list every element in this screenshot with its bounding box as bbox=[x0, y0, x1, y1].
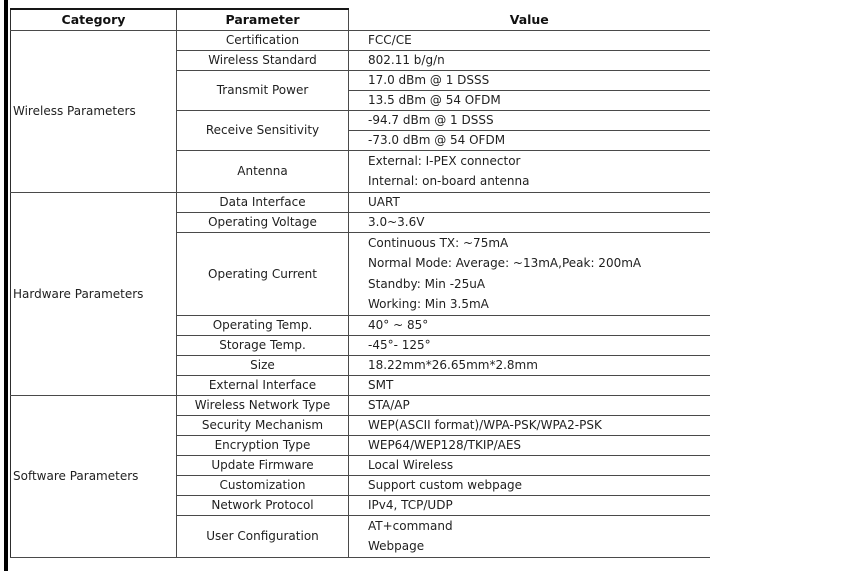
parameter-cell: Operating Voltage bbox=[176, 212, 349, 233]
value-cell: UART bbox=[348, 192, 710, 213]
column-header-category: Category bbox=[10, 8, 177, 31]
value-cell: WEP64/WEP128/TKIP/AES bbox=[348, 435, 710, 456]
parameter-cell: Security Mechanism bbox=[176, 415, 349, 436]
parameter-cell: Antenna bbox=[176, 150, 349, 193]
value-cell: Support custom webpage bbox=[348, 475, 710, 496]
table-row: Transmit Power 17.0 dBm @ 1 DSSS bbox=[11, 70, 710, 111]
table-row: Security Mechanism WEP(ASCII format)/WPA… bbox=[11, 415, 710, 436]
value-cell: IPv4, TCP/UDP bbox=[348, 495, 710, 516]
table-row: 13.5 dBm @ 54 OFDM bbox=[11, 90, 710, 111]
value-cell: Continuous TX: ~75mA Normal Mode: Averag… bbox=[348, 232, 710, 316]
value-line: Continuous TX: ~75mA bbox=[368, 235, 509, 250]
parameter-cell: Wireless Network Type bbox=[176, 395, 349, 416]
parameter-cell: Operating Temp. bbox=[176, 315, 349, 336]
table-row: Wireless Standard 802.11 b/g/n bbox=[11, 50, 710, 71]
table-row: Operating Current Continuous TX: ~75mA N… bbox=[11, 232, 710, 316]
category-cell: Hardware Parameters bbox=[10, 192, 177, 396]
table-row: Operating Temp. 40° ~ 85° bbox=[11, 315, 710, 336]
table-row: Update Firmware Local Wireless bbox=[11, 455, 710, 476]
parameter-cell: User Configuration bbox=[176, 515, 349, 558]
parameter-cell: Receive Sensitivity bbox=[176, 110, 349, 151]
value-line: Standby: Min -25uA bbox=[368, 276, 486, 291]
value-line: Webpage bbox=[368, 539, 425, 553]
parameter-cell: Encryption Type bbox=[176, 435, 349, 456]
parameter-cell: Certification bbox=[176, 30, 349, 51]
parameter-cell: Operating Current bbox=[176, 232, 349, 316]
table-row: Operating Voltage 3.0~3.6V bbox=[11, 212, 710, 233]
value-line: Working: Min 3.5mA bbox=[368, 297, 489, 311]
table-row: Hardware Parameters Data Interface UART bbox=[10, 192, 710, 396]
value-line: External: I-PEX connector bbox=[368, 153, 521, 168]
spec-table: Category Parameter Value Wireless Parame… bbox=[10, 8, 710, 558]
table-row: Encryption Type WEP64/WEP128/TKIP/AES bbox=[11, 435, 710, 456]
parameter-cell: Size bbox=[176, 355, 349, 376]
value-line: Normal Mode: Average: ~13mA,Peak: 200mA bbox=[368, 256, 642, 270]
column-header-parameter: Parameter bbox=[176, 8, 349, 31]
parameter-cell: Customization bbox=[176, 475, 349, 496]
value-cell: WEP(ASCII format)/WPA-PSK/WPA2-PSK bbox=[348, 415, 710, 436]
table-row: Wireless Parameters Certification FCC/CE bbox=[10, 30, 710, 193]
value-cell: SMT bbox=[348, 375, 710, 396]
parameter-cell: External Interface bbox=[176, 375, 349, 396]
header-row: Category Parameter Value bbox=[10, 8, 710, 31]
value-cell: 18.22mm*26.65mm*2.8mm bbox=[348, 355, 710, 376]
value-cell: 3.0~3.6V bbox=[348, 212, 710, 233]
page-edge-bar bbox=[4, 0, 8, 571]
value-cell: -45°- 125° bbox=[348, 335, 710, 356]
value-cell: -94.7 dBm @ 1 DSSS bbox=[348, 110, 710, 131]
value-cell: AT+command Webpage bbox=[348, 515, 710, 558]
category-cell: Wireless Parameters bbox=[10, 30, 177, 193]
parameter-cell: Update Firmware bbox=[176, 455, 349, 476]
parameter-cell: Transmit Power bbox=[176, 70, 349, 111]
value-cell: 802.11 b/g/n bbox=[348, 50, 710, 71]
table-row: Software Parameters Wireless Network Typ… bbox=[10, 395, 710, 558]
table-row: Customization Support custom webpage bbox=[11, 475, 710, 496]
table-row: User Configuration AT+command Webpage bbox=[11, 515, 710, 558]
table-row: Receive Sensitivity -94.7 dBm @ 1 DSSS bbox=[11, 110, 710, 151]
column-header-value: Value bbox=[348, 9, 710, 31]
table-row: Storage Temp. -45°- 125° bbox=[11, 335, 710, 356]
value-cell: FCC/CE bbox=[348, 30, 710, 51]
table-row: -73.0 dBm @ 54 OFDM bbox=[11, 130, 710, 151]
table-row: Size 18.22mm*26.65mm*2.8mm bbox=[11, 355, 710, 376]
value-cell: 17.0 dBm @ 1 DSSS bbox=[348, 70, 710, 91]
parameter-cell: Data Interface bbox=[176, 192, 349, 213]
value-cell: 13.5 dBm @ 54 OFDM bbox=[348, 90, 710, 111]
value-cell: -73.0 dBm @ 54 OFDM bbox=[348, 130, 710, 151]
category-cell: Software Parameters bbox=[10, 395, 177, 558]
value-line: Internal: on-board antenna bbox=[368, 174, 530, 188]
value-cell: 40° ~ 85° bbox=[348, 315, 710, 336]
value-line: AT+command bbox=[368, 518, 453, 533]
table-row: External Interface SMT bbox=[11, 375, 710, 396]
value-cell: Local Wireless bbox=[348, 455, 710, 476]
value-cell: External: I-PEX connector Internal: on-b… bbox=[348, 150, 710, 193]
parameter-cell: Wireless Standard bbox=[176, 50, 349, 71]
parameter-cell: Storage Temp. bbox=[176, 335, 349, 356]
value-cell: STA/AP bbox=[348, 395, 710, 416]
table-row: Network Protocol IPv4, TCP/UDP bbox=[11, 495, 710, 516]
table-row: Antenna External: I-PEX connector Intern… bbox=[11, 150, 710, 193]
parameter-cell: Network Protocol bbox=[176, 495, 349, 516]
